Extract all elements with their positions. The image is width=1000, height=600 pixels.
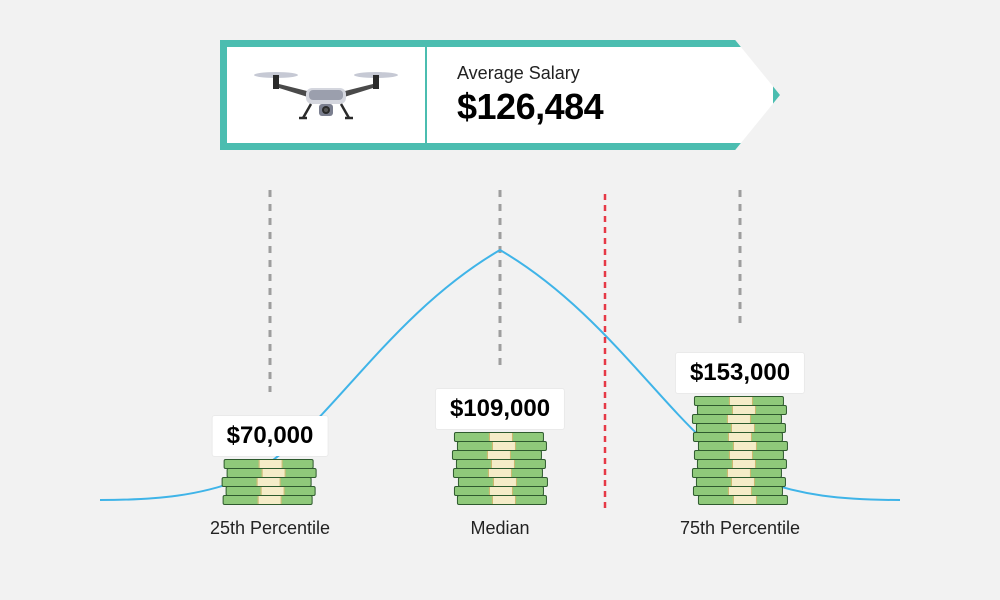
percentile-label: 25th Percentile [210, 518, 330, 539]
salary-stack: $153,000 [676, 353, 804, 505]
drone-icon-container [227, 47, 427, 143]
salary-distribution-chart: $70,000 $109,000 $153,000 25th Percentile M… [100, 190, 900, 550]
drone-icon [251, 60, 401, 130]
percentile-label: Median [470, 518, 529, 539]
average-salary-value: $126,484 [457, 86, 713, 128]
percentile-label: 75th Percentile [680, 518, 800, 539]
salary-value-badge: $153,000 [676, 353, 804, 393]
money-stack-icon [225, 460, 315, 505]
salary-text-container: Average Salary $126,484 [427, 63, 773, 128]
average-salary-banner: Average Salary $126,484 [220, 40, 780, 150]
money-stack-icon [455, 433, 545, 505]
salary-value-badge: $109,000 [436, 389, 564, 429]
salary-value-badge: $70,000 [213, 416, 328, 456]
salary-stack: $109,000 [436, 389, 564, 505]
average-salary-label: Average Salary [457, 63, 713, 84]
money-stack-icon [695, 397, 785, 505]
salary-stack: $70,000 [213, 416, 328, 505]
